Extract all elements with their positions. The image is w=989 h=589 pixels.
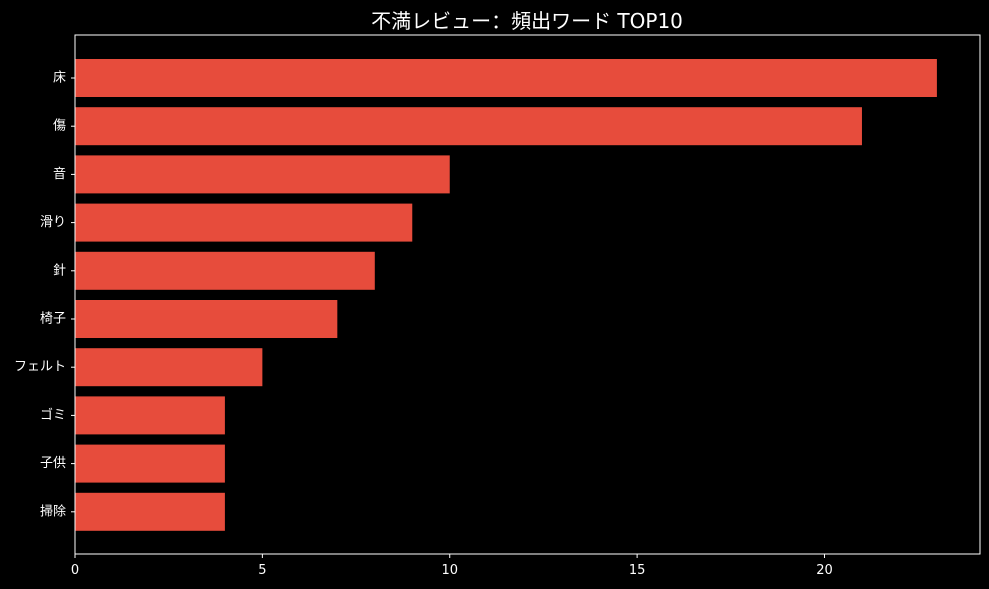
bar — [75, 155, 450, 194]
y-tick-label: ゴミ — [40, 407, 66, 423]
x-tick-label: 15 — [629, 563, 646, 578]
bar — [75, 300, 338, 338]
y-tick-label: 子供 — [40, 456, 66, 471]
plot-frame — [74, 34, 981, 555]
x-axis-ticks: 0 5 10 15 20 — [71, 554, 833, 578]
x-tick-label: 5 — [258, 563, 266, 578]
x-tick-label: 10 — [441, 563, 458, 578]
y-tick-label: 椅子 — [40, 312, 66, 327]
bar — [75, 203, 413, 242]
y-tick-label: 滑り — [40, 215, 66, 230]
bar — [75, 251, 375, 290]
bar — [75, 492, 225, 531]
y-tick-label: 音 — [53, 166, 66, 182]
bar — [75, 348, 263, 387]
y-tick-label: 傷 — [53, 119, 66, 134]
y-tick-label: 掃除 — [40, 503, 66, 519]
bars-group — [75, 59, 937, 531]
y-tick-label: 床 — [53, 71, 66, 86]
bar — [75, 444, 225, 483]
bar — [75, 59, 937, 97]
x-tick-label: 0 — [71, 563, 79, 578]
x-tick-label: 20 — [816, 563, 833, 578]
y-tick-label: フェルト — [14, 360, 66, 375]
bar — [75, 107, 862, 146]
y-tick-label: 針 — [53, 263, 66, 278]
bar — [75, 396, 225, 435]
chart-title: 不満レビュー：頻出ワード TOP10 — [371, 9, 683, 33]
